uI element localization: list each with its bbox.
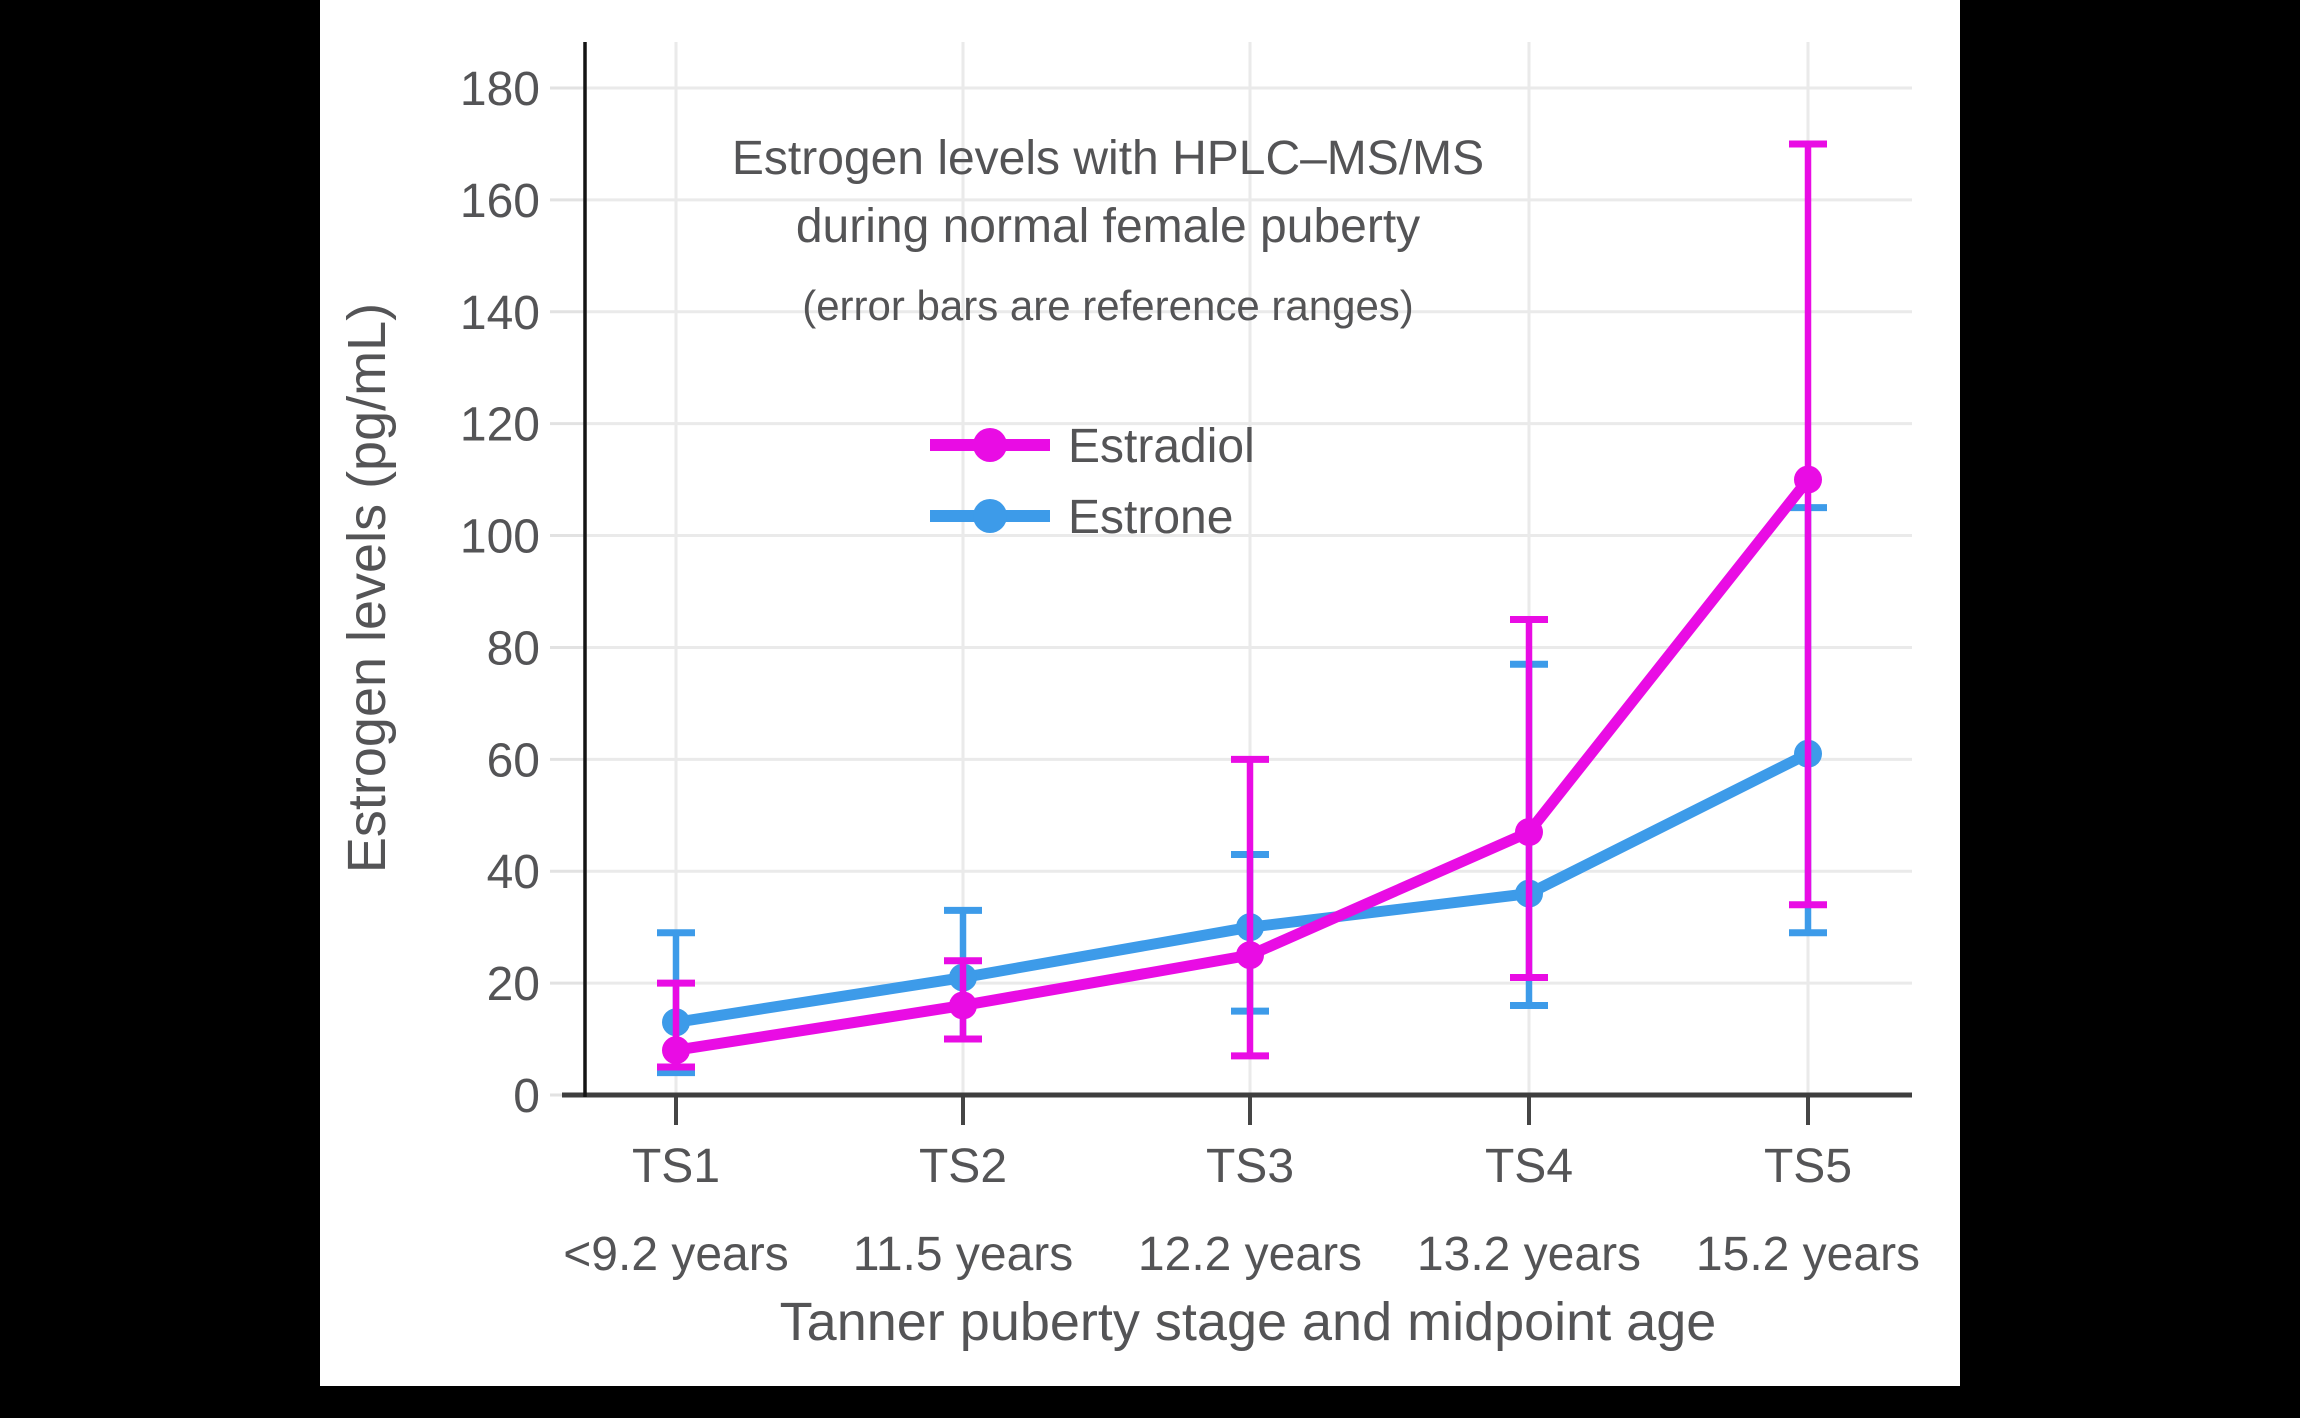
legend-estrone-label: Estrone [1068, 491, 1233, 544]
y-tick-label: 160 [460, 175, 540, 228]
chart-subtitle: (error bars are reference ranges) [802, 282, 1414, 329]
y-tick-label: 20 [487, 958, 540, 1011]
x-age-label: 12.2 years [1138, 1228, 1362, 1281]
legend-estradiol-marker [973, 428, 1007, 462]
x-age-label: 15.2 years [1696, 1228, 1920, 1281]
legend-estrone-marker [973, 499, 1007, 533]
x-axis-title: Tanner puberty stage and midpoint age [780, 1292, 1717, 1352]
estradiol-point-ts5 [1794, 465, 1822, 494]
estradiol-point-ts4 [1515, 818, 1543, 847]
chart-title: Estrogen levels with HPLC–MS/MS [732, 132, 1484, 185]
y-tick-label: 40 [487, 846, 540, 899]
x-age-label: 13.2 years [1417, 1228, 1641, 1281]
y-tick-label: 60 [487, 734, 540, 787]
x-age-label: <9.2 years [563, 1228, 788, 1281]
x-age-label: 11.5 years [853, 1228, 1074, 1281]
y-tick-label: 100 [460, 511, 540, 564]
legend-estradiol-label: Estradiol [1068, 420, 1255, 473]
y-tick-label: 180 [460, 63, 540, 116]
y-tick-label: 120 [460, 399, 540, 452]
plot-card [320, 0, 1960, 1386]
y-tick-label: 0 [513, 1070, 540, 1123]
estradiol-point-ts3 [1236, 941, 1264, 970]
x-tick-label: TS5 [1764, 1140, 1852, 1193]
x-tick-label: TS2 [919, 1140, 1007, 1193]
y-tick-label: 80 [487, 622, 540, 675]
x-tick-label: TS1 [632, 1140, 720, 1193]
x-tick-label: TS3 [1206, 1140, 1294, 1193]
y-axis-title: Estrogen levels (pg/mL) [337, 303, 397, 873]
chart-title-line2: during normal female puberty [796, 200, 1420, 253]
x-tick-label: TS4 [1485, 1140, 1573, 1193]
y-tick-label: 140 [460, 287, 540, 340]
estradiol-point-ts1 [662, 1036, 690, 1065]
estradiol-point-ts2 [949, 991, 977, 1020]
